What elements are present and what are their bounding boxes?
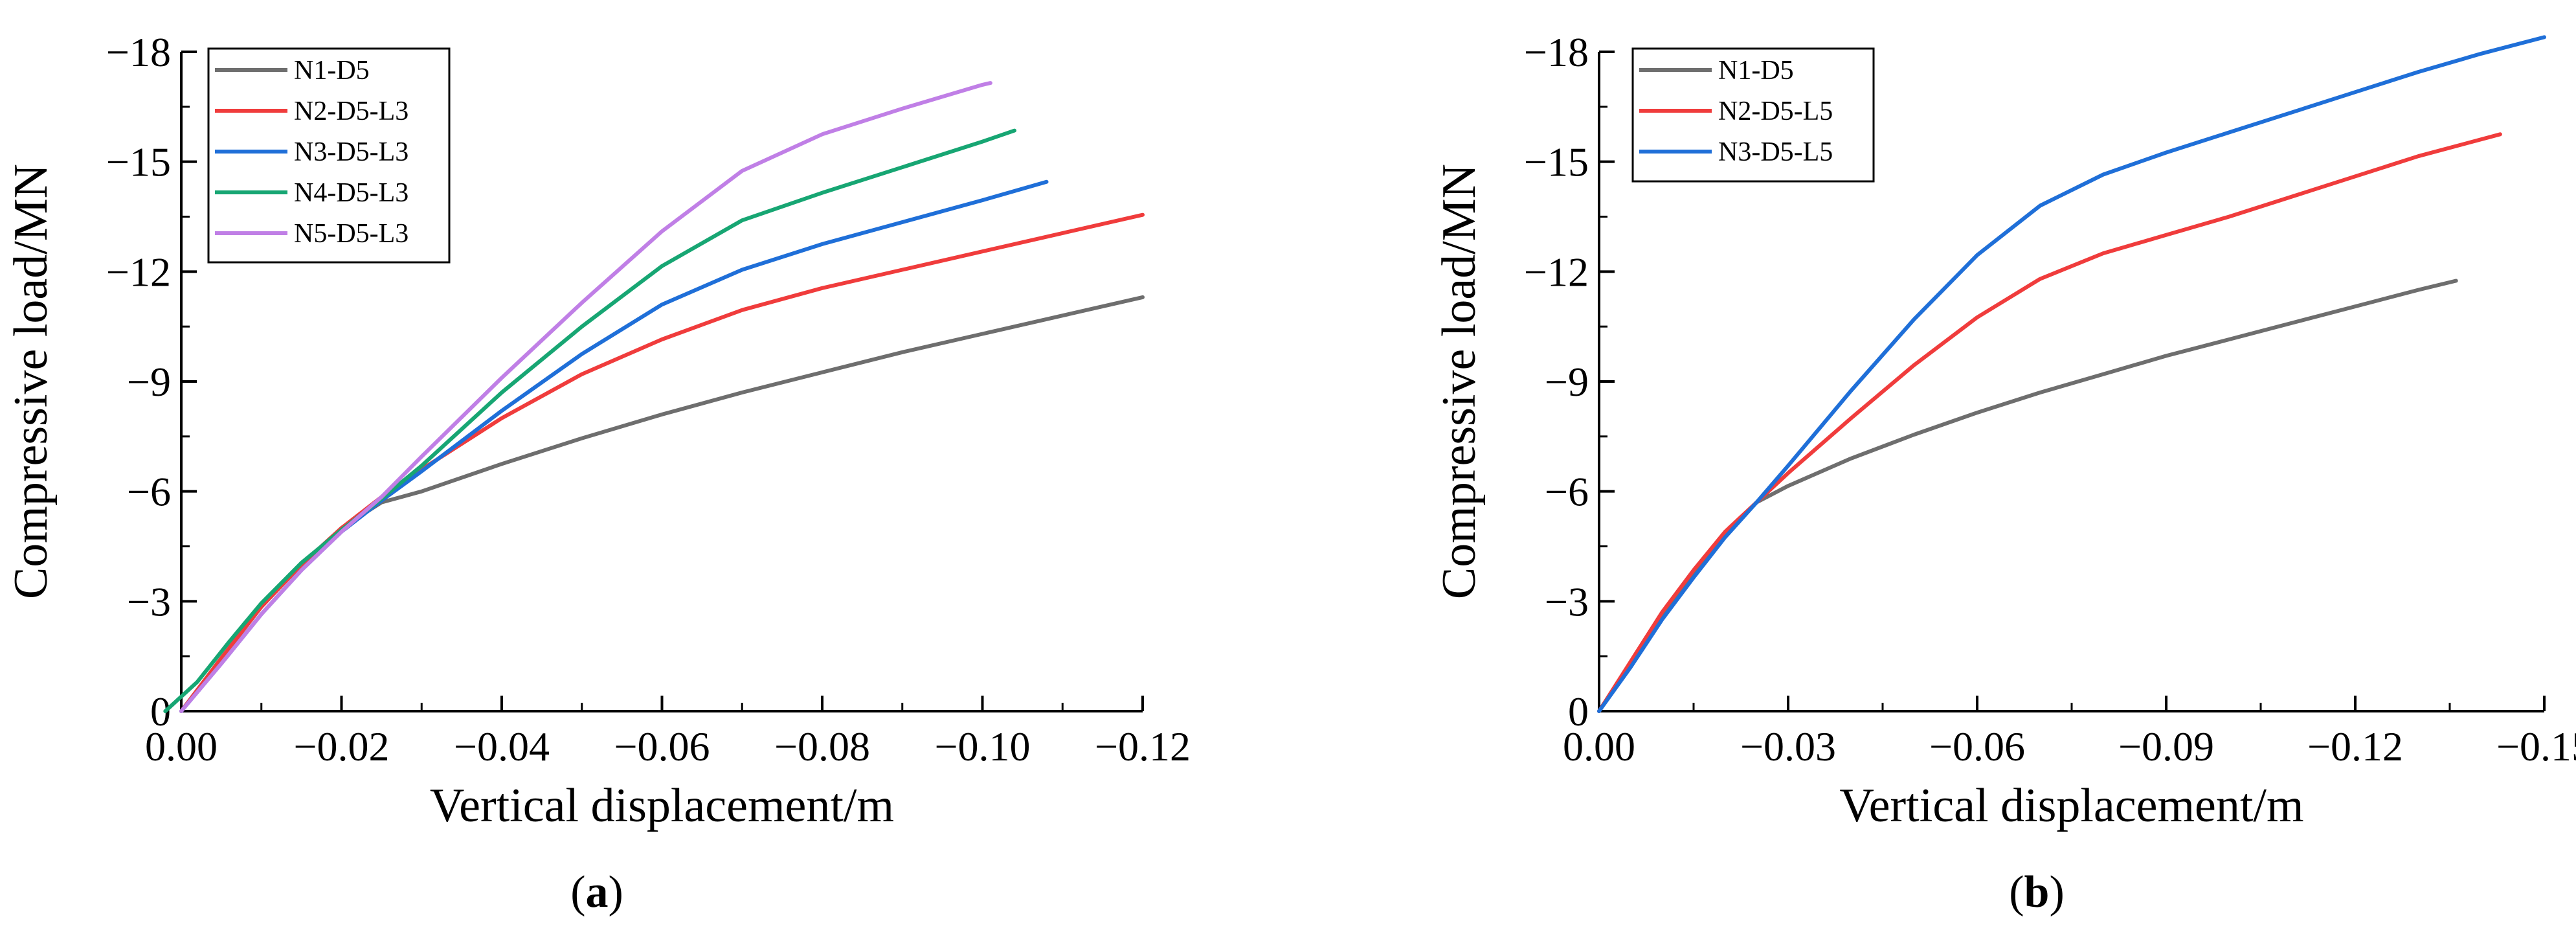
panel-b-x-tick-label: −0.15	[2496, 723, 2576, 769]
panel-b-caption-part: b	[2024, 867, 2050, 917]
panel-a-legend-label: N2-D5-L3	[294, 97, 409, 126]
panel-a-series-line-n1-d5	[179, 295, 1145, 713]
panel-b-caption: (b)	[2009, 867, 2065, 917]
panel-a-y-tick-label: −12	[106, 249, 171, 295]
panel-b-series-line-n3-d5-l5	[1597, 35, 2546, 713]
panel-b-y-tick-label: −3	[1545, 578, 1589, 624]
panel-b-caption-part: (	[2009, 867, 2024, 917]
panel-b-x-axis-title: Vertical displacement/m	[1839, 779, 2303, 832]
panel-b-x-tick-label: −0.03	[1740, 723, 1836, 769]
panel-a-y-tick-label: −15	[106, 139, 171, 185]
panel-b-y-tick-label: 0	[1568, 689, 1589, 734]
panel-b-series-line-n2-d5-l5	[1597, 132, 2502, 713]
panel-b-chart: 0.00 −0.03 −0.06 −0.09 −0.12 −0.15 0 −3 −6 −9 −12 −…	[1433, 29, 2576, 917]
panel-b-x-tick-label: −0.06	[1929, 723, 2025, 769]
panel-a-caption-part: a	[586, 867, 609, 917]
panel-b-x-tick-label: 0.00	[1563, 723, 1635, 769]
panel-a-series-line-n4-d5-l3	[163, 128, 1016, 713]
panel-a-y-tick-label: −3	[127, 578, 171, 624]
panel-b-x-tick-label: −0.09	[2118, 723, 2214, 769]
panel-b-y-axis-title: Compressive load/MN	[1433, 164, 1486, 599]
panel-a-legend-label: N1-D5	[294, 56, 370, 85]
panel-a-legend-label: N5-D5-L3	[294, 219, 409, 249]
panel-b-y-tick-label: −18	[1524, 29, 1589, 75]
panel-a-x-tick-label: −0.08	[774, 723, 870, 769]
panel-a-caption-part: (	[570, 867, 585, 917]
panel-a-x-tick-label: −0.02	[293, 723, 389, 769]
panel-a-series-line-n2-d5-l3	[179, 212, 1145, 713]
panel-a-legend-label: N3-D5-L3	[294, 137, 409, 167]
panel-a-y-tick-label: −6	[127, 469, 171, 515]
panel-a-series-line-n5-d5-l3	[179, 81, 992, 713]
panel-a-chart: 0.00 −0.02 −0.04 −0.06 −0.08 −0.10 −0.120−3−6−…	[5, 29, 1191, 917]
panel-b-caption-part: )	[2049, 867, 2064, 917]
panel-a-x-tick-label: −0.06	[614, 723, 710, 769]
panel-b-x-tick-label: −0.12	[2307, 723, 2403, 769]
panel-a-x-tick-label: −0.04	[454, 723, 550, 769]
panel-b-y-tick-label: −12	[1524, 249, 1589, 295]
panel-a-caption-part: )	[609, 867, 623, 917]
panel-a-y-tick-label: −18	[106, 29, 171, 75]
panel-b-y-tick-label: −15	[1524, 139, 1589, 185]
panel-b-legend-label: N1-D5	[1718, 56, 1794, 85]
panel-b-y-tick-label: −9	[1545, 359, 1589, 405]
panel-a-x-tick-label: −0.10	[934, 723, 1030, 769]
panel-a-x-tick-label: 0.00	[145, 723, 218, 769]
panel-b-series-line-n1-d5	[1597, 279, 2458, 713]
panel-b-legend-label: N2-D5-L5	[1718, 97, 1833, 126]
panel-a-x-axis-title: Vertical displacement/m	[430, 779, 894, 832]
panel-a-y-tick-label: −9	[127, 359, 171, 405]
panel-a-caption: (a)	[570, 867, 623, 917]
panel-b-y-tick-label: −6	[1545, 469, 1589, 515]
panel-a-x-tick-label: −0.12	[1095, 723, 1191, 769]
panel-a-y-axis-title: Compressive load/MN	[5, 164, 58, 599]
panel-a-legend-label: N4-D5-L3	[294, 178, 409, 208]
panel-b-legend-label: N3-D5-L5	[1718, 137, 1833, 167]
panel-a-legend-box	[207, 47, 451, 264]
